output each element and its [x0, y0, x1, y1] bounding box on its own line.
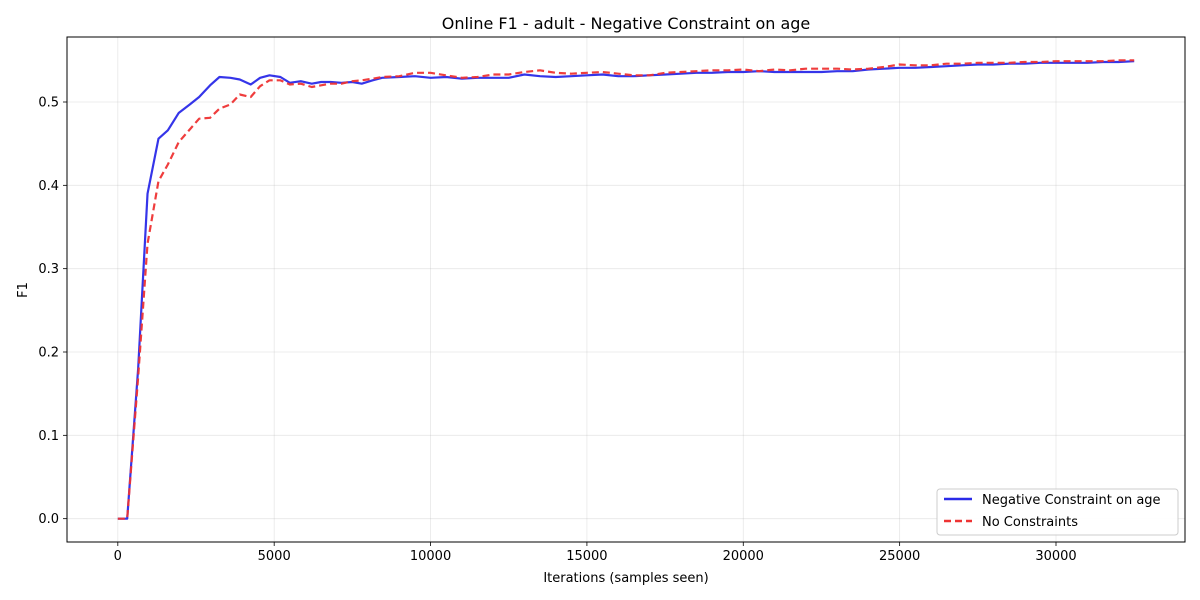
plot-frame [66, 36, 1186, 543]
y-tick-label: 0.0 [38, 512, 59, 527]
axis-ticks: 0 5000 10000 15000 20000 25000 30000 0.0 0.1 0.2 0… [38, 96, 1076, 565]
legend-label-no-constraints: No Constraints [982, 515, 1078, 530]
x-tick-label: 0 [114, 549, 122, 564]
legend-label-negative-constraint: Negative Constraint on age [982, 493, 1161, 508]
x-tick-label: 10000 [410, 549, 451, 564]
y-tick-label: 0.5 [38, 96, 59, 111]
chart-title: Online F1 - adult - Negative Constraint … [442, 14, 811, 33]
series-line-no-constraints [117, 59, 1135, 520]
grid-lines [67, 37, 1185, 542]
y-tick-label: 0.1 [38, 429, 59, 444]
y-tick-label: 0.4 [38, 179, 59, 194]
x-axis-label: Iterations (samples seen) [543, 571, 708, 586]
y-axis-label: F1 [16, 282, 31, 298]
legend: Negative Constraint on age No Constraint… [936, 488, 1179, 536]
y-tick-label: 0.3 [38, 262, 59, 277]
series-lines [117, 59, 1135, 520]
series-line-negative-constraint [117, 60, 1135, 520]
x-tick-label: 15000 [566, 549, 607, 564]
y-tick-label: 0.2 [38, 346, 59, 361]
x-tick-label: 30000 [1035, 549, 1076, 564]
legend-box [936, 488, 1179, 536]
x-tick-label: 20000 [723, 549, 764, 564]
x-tick-label: 25000 [879, 549, 920, 564]
x-tick-label: 5000 [258, 549, 291, 564]
